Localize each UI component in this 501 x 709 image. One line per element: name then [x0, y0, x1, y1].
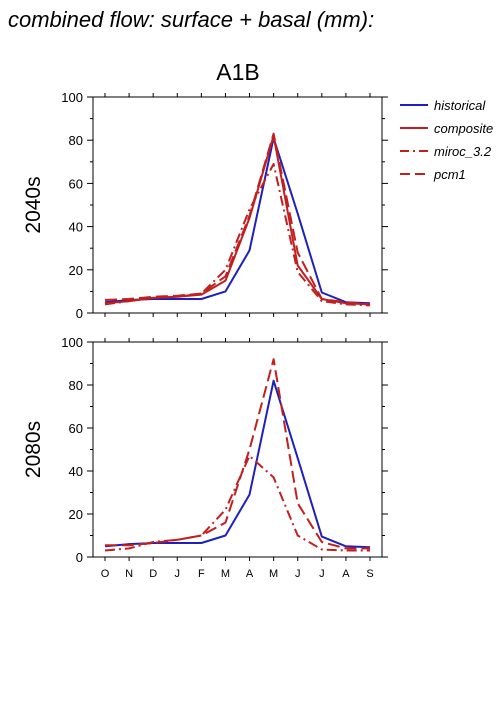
- x-tick-label: J: [175, 568, 181, 580]
- y-tick-label: 0: [76, 550, 83, 565]
- series-line-miroc-3-2: [104, 163, 371, 307]
- x-tick-label: J: [295, 568, 301, 580]
- y-tick-label: 20: [69, 263, 83, 278]
- series-line-historical: [104, 137, 371, 305]
- series-line-miroc-3-2: [104, 454, 370, 552]
- series-line-pcm1: [104, 132, 371, 306]
- x-tick-label: F: [198, 568, 205, 580]
- legend-item: pcm1: [400, 167, 466, 182]
- x-tick-label: M: [269, 568, 278, 580]
- series-line-historical: [104, 379, 371, 549]
- chart-panel-2040s: 0 20 40 60 80 100 2040s: [22, 90, 388, 321]
- series-line-pcm1: [105, 358, 370, 550]
- x-tick-label: D: [149, 568, 157, 580]
- y-tick-label: 100: [61, 335, 83, 350]
- y-tick-label: 80: [69, 133, 83, 148]
- legend-label: historical: [434, 98, 486, 113]
- y-tick-label: 20: [69, 507, 83, 522]
- legend-item: historical: [400, 98, 486, 113]
- x-tick-label: J: [319, 568, 325, 580]
- x-tick-label: M: [221, 568, 230, 580]
- chart-panels: 0 20 40 60 80 100 2040s 0 20 40 60 80 100 O N D J F M A M J J A…: [22, 90, 388, 580]
- y-tick-label: 60: [69, 176, 83, 191]
- y-tick-label: 100: [61, 90, 83, 105]
- panel-title: A1B: [216, 59, 259, 85]
- series-line-composite: [104, 134, 371, 306]
- legend-label: composite: [434, 121, 493, 136]
- x-tick-label: N: [125, 568, 133, 580]
- x-tick-label: A: [342, 568, 350, 580]
- legend: historical composite miroc_3.2 pcm1: [400, 98, 493, 182]
- legend-item: miroc_3.2: [400, 144, 492, 159]
- legend-label: pcm1: [433, 167, 466, 182]
- y-tick-label: 40: [69, 464, 83, 479]
- legend-item: composite: [400, 121, 493, 136]
- x-tick-label: S: [366, 568, 373, 580]
- legend-label: miroc_3.2: [434, 144, 492, 159]
- y-tick-label: 0: [76, 306, 83, 321]
- y-tick-label: 80: [69, 378, 83, 393]
- row-label: 2040s: [22, 176, 45, 233]
- row-label: 2080s: [22, 421, 45, 478]
- chart-panel-2080s: 0 20 40 60 80 100 O N D J F M A M J J A S 2080s: [22, 335, 388, 580]
- page-title: combined flow: surface + basal (mm):: [8, 7, 374, 32]
- plot-frame: [92, 96, 383, 314]
- plot-frame: [92, 341, 383, 558]
- y-tick-label: 60: [69, 421, 83, 436]
- x-tick-label: O: [101, 568, 110, 580]
- x-tick-label: A: [246, 568, 254, 580]
- y-tick-label: 40: [69, 220, 83, 235]
